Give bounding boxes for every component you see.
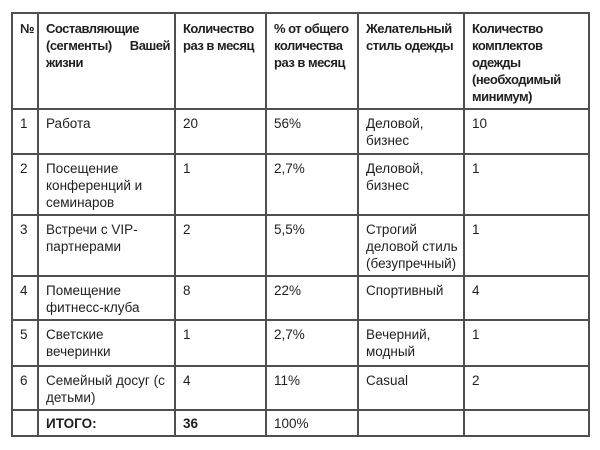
cell-times: 20	[174, 108, 267, 155]
total-sets-empty	[463, 409, 590, 437]
header-clothing-sets: Количество комплектов одежды (необходимы…	[463, 12, 590, 110]
table-row: 2 Посещение конференций и семинаров 1 2,…	[11, 153, 590, 216]
cell-number: 1	[11, 108, 39, 155]
cell-percent: 22%	[265, 275, 359, 321]
life-segments-clothing-table: № Составляющие (сегменты) Вашей жизни Ко…	[11, 12, 590, 437]
cell-style: Спортивный	[357, 275, 465, 321]
cell-sets: 1	[463, 319, 590, 367]
cell-percent: 2,7%	[265, 319, 359, 367]
cell-percent: 5,5%	[265, 214, 359, 277]
total-style-empty	[357, 409, 465, 437]
header-clothing-style: Желательный стиль одежды	[357, 12, 465, 110]
cell-number: 6	[11, 365, 39, 411]
cell-sets: 4	[463, 275, 590, 321]
cell-number: 4	[11, 275, 39, 321]
total-percent: 100%	[265, 409, 359, 437]
header-number: №	[11, 12, 39, 110]
header-segment: Составляющие (сегменты) Вашей жизни	[37, 12, 176, 110]
cell-segment: Светские вечеринки	[37, 319, 176, 367]
cell-sets: 1	[463, 153, 590, 216]
cell-segment: Посещение конференций и семинаров	[37, 153, 176, 216]
header-percent: % от общего количества раз в месяц	[265, 12, 359, 110]
cell-sets: 10	[463, 108, 590, 155]
cell-style: Деловой, бизнес	[357, 153, 465, 216]
table-row: 5 Светские вечеринки 1 2,7% Вечерний, мо…	[11, 319, 590, 367]
total-row: ИТОГО: 36 100%	[11, 409, 590, 437]
cell-segment: Встречи с VIP-партнерами	[37, 214, 176, 277]
cell-number: 5	[11, 319, 39, 367]
total-label: ИТОГО:	[37, 409, 176, 437]
cell-percent: 11%	[265, 365, 359, 411]
cell-percent: 56%	[265, 108, 359, 155]
cell-segment: Работа	[37, 108, 176, 155]
table-row: 3 Встречи с VIP-партнерами 2 5,5% Строги…	[11, 214, 590, 277]
cell-style: Вечерний, модный	[357, 319, 465, 367]
table-row: 6 Семейный досуг (с детьми) 4 11% Casual…	[11, 365, 590, 411]
cell-style: Деловой, бизнес	[357, 108, 465, 155]
header-row: № Составляющие (сегменты) Вашей жизни Ко…	[11, 12, 590, 110]
total-times: 36	[174, 409, 267, 437]
cell-number-empty	[11, 409, 39, 437]
cell-percent: 2,7%	[265, 153, 359, 216]
header-times-per-month: Количество раз в месяц	[174, 12, 267, 110]
cell-times: 8	[174, 275, 267, 321]
cell-times: 4	[174, 365, 267, 411]
cell-times: 1	[174, 153, 267, 216]
cell-number: 3	[11, 214, 39, 277]
cell-style: Строгий деловой стиль (безупречный)	[357, 214, 465, 277]
cell-times: 1	[174, 319, 267, 367]
cell-sets: 1	[463, 214, 590, 277]
table-row: 4 Помещение фитнесс-клуба 8 22% Спортивн…	[11, 275, 590, 321]
table-row: 1 Работа 20 56% Деловой, бизнес 10	[11, 108, 590, 155]
cell-segment: Семейный досуг (с детьми)	[37, 365, 176, 411]
cell-number: 2	[11, 153, 39, 216]
cell-sets: 2	[463, 365, 590, 411]
cell-times: 2	[174, 214, 267, 277]
cell-segment: Помещение фитнесс-клуба	[37, 275, 176, 321]
cell-style: Casual	[357, 365, 465, 411]
